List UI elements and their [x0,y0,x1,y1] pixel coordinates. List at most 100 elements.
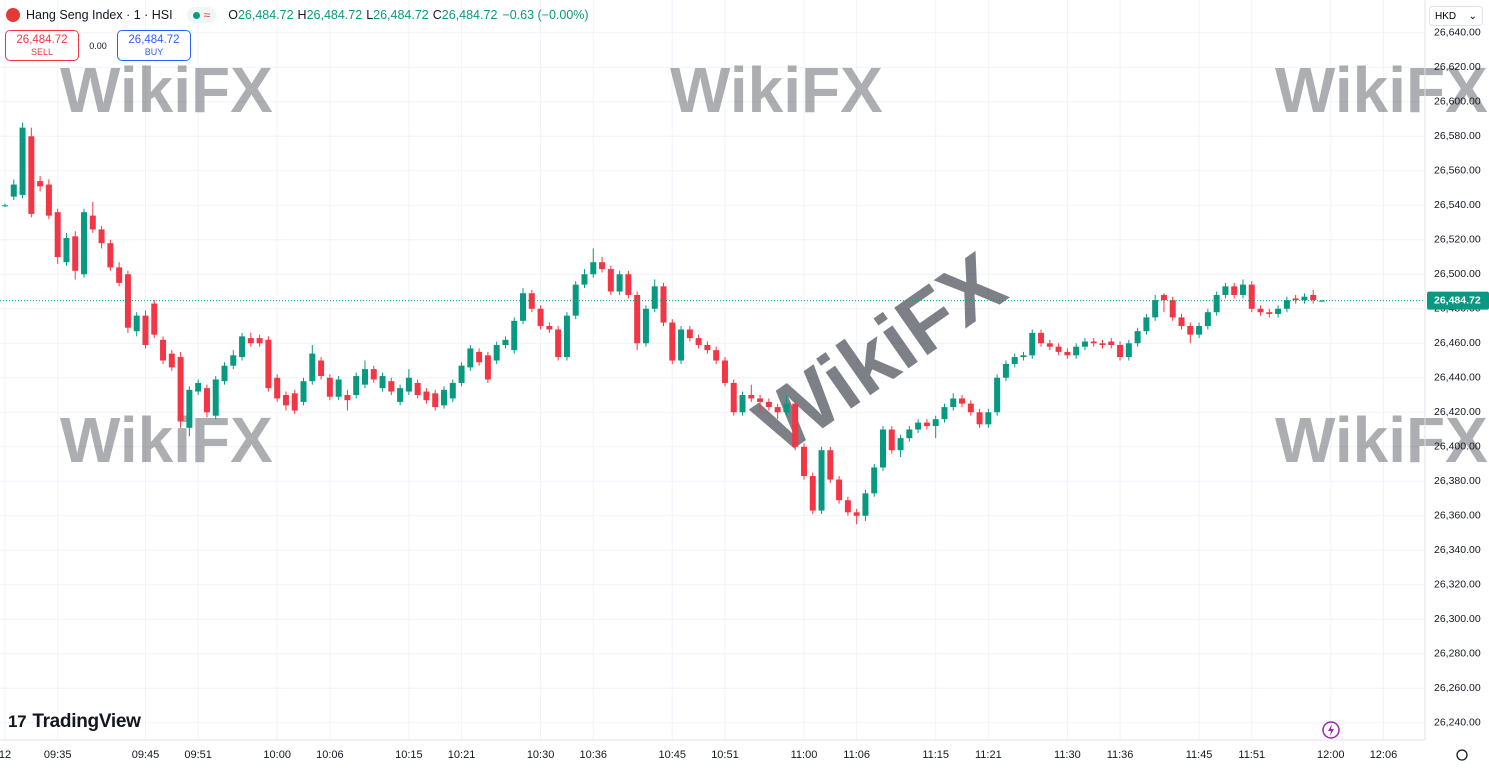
candle-body [133,315,140,332]
candle-body [449,382,456,399]
candle-body [81,212,88,275]
x-tick-label: 11:36 [1107,749,1134,761]
candle-body [941,407,948,420]
x-tick-label: 09:51 [184,749,212,761]
candle-body [1178,317,1185,327]
candle-body [318,360,325,377]
y-tick-label: 26,380.00 [1434,475,1481,487]
candle-body [1011,357,1018,364]
x-tick-label: 10:15 [395,749,423,761]
candle-body [274,377,281,399]
candle-body [160,339,167,361]
candle-body [1196,326,1203,335]
candle-body [441,389,447,406]
candle-body [950,398,957,408]
candle-body [388,381,395,392]
brand-name: TradingView [32,711,141,732]
candle-body [484,355,491,380]
currency-select[interactable]: HKD ⌄ [1429,6,1483,26]
ohlc-value: 26,484.72 [237,8,294,22]
brand-logo: 17 [8,712,27,731]
ohlc-value: 26,484.72 [441,8,498,22]
x-tick-label: 12:06 [1370,749,1398,761]
candle-body [370,369,377,380]
candle-body [625,274,632,295]
brand[interactable]: 17 TradingView [8,711,141,733]
candle-body [265,339,272,389]
candle-body [300,381,307,402]
candle-body [959,398,966,404]
candle-body [1266,312,1273,314]
candle-body [151,303,158,335]
sell-label: SELL [30,46,54,57]
candle-body [309,353,316,382]
settings-icon[interactable] [1456,749,1468,761]
symbol-title[interactable]: Hang Seng Index · 1 · HSI [26,8,173,22]
symbol-logo [6,8,20,22]
buy-button[interactable]: 26,484.72 BUY [117,30,191,61]
candle-body [1213,294,1220,313]
alert-icon[interactable] [1322,721,1340,739]
y-tick-label: 26,280.00 [1434,648,1481,660]
status-pill[interactable]: ≈ [186,7,217,23]
candle-body [555,329,562,358]
candle-body [897,438,904,451]
legend-header: Hang Seng Index · 1 · HSI ≈ O 26,484.72 H… [6,6,589,24]
y-tick-label: 26,420.00 [1434,406,1481,418]
candle-body [1020,355,1027,358]
last-price-tag [1427,291,1489,310]
candle-body [967,403,974,413]
sell-button[interactable]: 26,484.72 SELL [5,30,79,61]
candle-body [1275,308,1282,314]
candle-body [353,376,360,396]
candle-body [915,422,922,430]
candles [0,122,1425,525]
x-tick-label: 09:45 [132,749,160,761]
candle-body [669,322,676,361]
alert-bolt [1328,724,1334,736]
y-tick-label: 26,300.00 [1434,613,1481,625]
candle-body [888,429,895,451]
x-tick-label: 11:30 [1054,749,1081,761]
y-tick-label: 26,580.00 [1434,130,1481,142]
candle-body [634,294,641,344]
y-tick-label: 26,440.00 [1434,372,1481,384]
candle-body [590,262,597,275]
candle-body [1064,351,1071,356]
candle-body [177,357,184,421]
candle-body [748,395,755,399]
candle-body [783,403,790,413]
candle-body [1125,343,1132,358]
x-tick-label: 12 [0,749,11,761]
x-tick-label: 09:35 [44,749,72,761]
candle-body [1046,343,1053,347]
candle-body [256,338,263,344]
y-tick-label: 26,400.00 [1434,441,1481,453]
x-tick-label: 10:00 [263,749,291,761]
candle-body [397,388,404,402]
candle-body [1239,284,1246,295]
candle-body [853,512,860,516]
ohlc-key: L [366,8,374,22]
x-tick-label: 10:51 [711,749,739,761]
ohlc-value: 26,484.72 [306,8,363,22]
x-tick-label: 11:15 [922,749,949,761]
candle-body [379,376,386,389]
x-tick-label: 11:21 [975,749,1002,761]
candle-body [247,338,254,344]
candle-body [818,450,825,511]
candle-body [1187,326,1194,335]
candle-body [836,479,843,501]
y-tick-label: 26,500.00 [1434,268,1481,280]
candle-body [906,429,913,439]
candle-body [291,393,298,411]
x-tick-label: 10:06 [316,749,344,761]
x-tick-label: 11:45 [1186,749,1213,761]
candle-body [476,351,483,363]
candle-body [63,238,70,263]
candle-body [678,329,685,361]
candle-body [221,365,228,382]
candle-body [72,236,79,271]
